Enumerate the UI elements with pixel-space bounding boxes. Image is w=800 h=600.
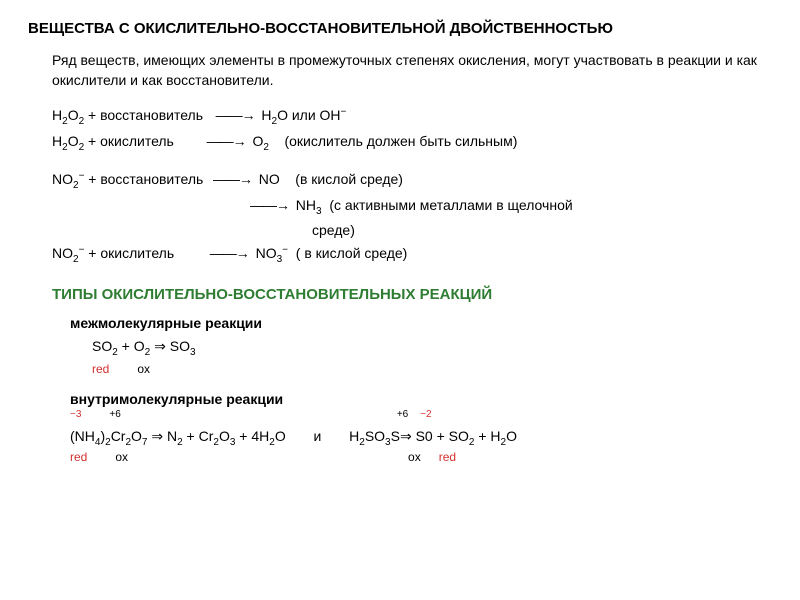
red-label: red	[70, 450, 87, 464]
no2-nh3-line: ——→ NH3 (с активными металлами в щелочно…	[250, 194, 772, 220]
equation-left: (NH4)2Cr2O7 ⇒ N2 + Cr2O3 + 4H2O	[70, 428, 286, 444]
oxid-state: −3	[70, 409, 81, 420]
arrow-icon: ——→	[250, 197, 292, 213]
oxid-state: +6	[109, 409, 120, 420]
intermolecular-label: межмолекулярные реакции	[70, 315, 772, 331]
ox-label: ox	[115, 450, 128, 464]
no2-reducer-line: NO2− + восстановитель ——→ NO (в кислой с…	[52, 168, 772, 194]
equation-right: H2SO3S⇒ S0 + SO2 + H2O	[349, 428, 517, 444]
no2-nh3-cont: среде)	[312, 219, 772, 241]
reagent: NO2− + восстановитель	[52, 171, 203, 187]
product: NH3 (с активными металлами в щелочной	[296, 197, 573, 213]
and-label: и	[314, 428, 322, 444]
main-heading: ВЕЩЕСТВА С ОКИСЛИТЕЛЬНО-ВОССТАНОВИТЕЛЬНО…	[28, 20, 772, 37]
red-label: red	[439, 450, 456, 464]
product-cont: среде)	[312, 222, 355, 238]
redox-labels-row: red ox ox red	[70, 448, 772, 464]
oxid-state: +6	[397, 409, 408, 420]
no2-reactions: NO2− + восстановитель ——→ NO (в кислой с…	[52, 168, 772, 268]
ox-label: ox	[408, 450, 421, 464]
arrow-icon: ——→	[178, 133, 249, 149]
arrow-icon: ——→	[207, 171, 255, 187]
reagent: H2O2 + восстановитель	[52, 107, 203, 123]
product: NO (в кислой среде)	[259, 171, 403, 187]
reagent: H2O2 + окислитель	[52, 133, 174, 149]
red-label: red	[92, 362, 109, 376]
h2o2-reducer-line: H2O2 + восстановитель ——→ H2O или OH−	[52, 104, 772, 130]
h2o2-oxidizer-line: H2O2 + окислитель ——→ O2 (окислитель дол…	[52, 130, 772, 156]
intramolecular-example: −3+6+6−2 (NH4)2Cr2O7 ⇒ N2 + Cr2O3 + 4H2O…	[70, 413, 772, 464]
ox-label: ox	[137, 362, 150, 376]
product: NO3− ( в кислой среде)	[256, 245, 408, 261]
equation-row: (NH4)2Cr2O7 ⇒ N2 + Cr2O3 + 4H2O и H2SO3S…	[70, 428, 772, 448]
arrow-icon: ——→	[207, 107, 258, 123]
h2o2-reactions: H2O2 + восстановитель ——→ H2O или OH− H2…	[52, 104, 772, 156]
reagent: NO2− + окислитель	[52, 245, 174, 261]
oxidation-states-row: −3+6+6−2	[70, 413, 772, 428]
oxid-state: −2	[420, 409, 431, 420]
types-heading: ТИПЫ ОКИСЛИТЕЛЬНО-ВОССТАНОВИТЕЛЬНЫХ РЕАК…	[52, 286, 772, 303]
product: H2O или OH−	[261, 107, 346, 123]
intermolecular-example: SO2 + O2 ⇒ SO3 red ox	[92, 337, 772, 379]
arrow-icon: ——→	[178, 245, 252, 261]
intro-paragraph: Ряд веществ, имеющих элементы в промежут…	[52, 51, 772, 90]
no2-oxidizer-line: NO2− + окислитель ——→ NO3− ( в кислой ср…	[52, 242, 772, 268]
product: O2 (окислитель должен быть сильным)	[252, 133, 517, 149]
intramolecular-label: внутримолекулярные реакции	[70, 391, 772, 407]
redox-labels: red ox	[92, 359, 772, 379]
equation: SO2 + O2 ⇒ SO3	[92, 337, 772, 360]
